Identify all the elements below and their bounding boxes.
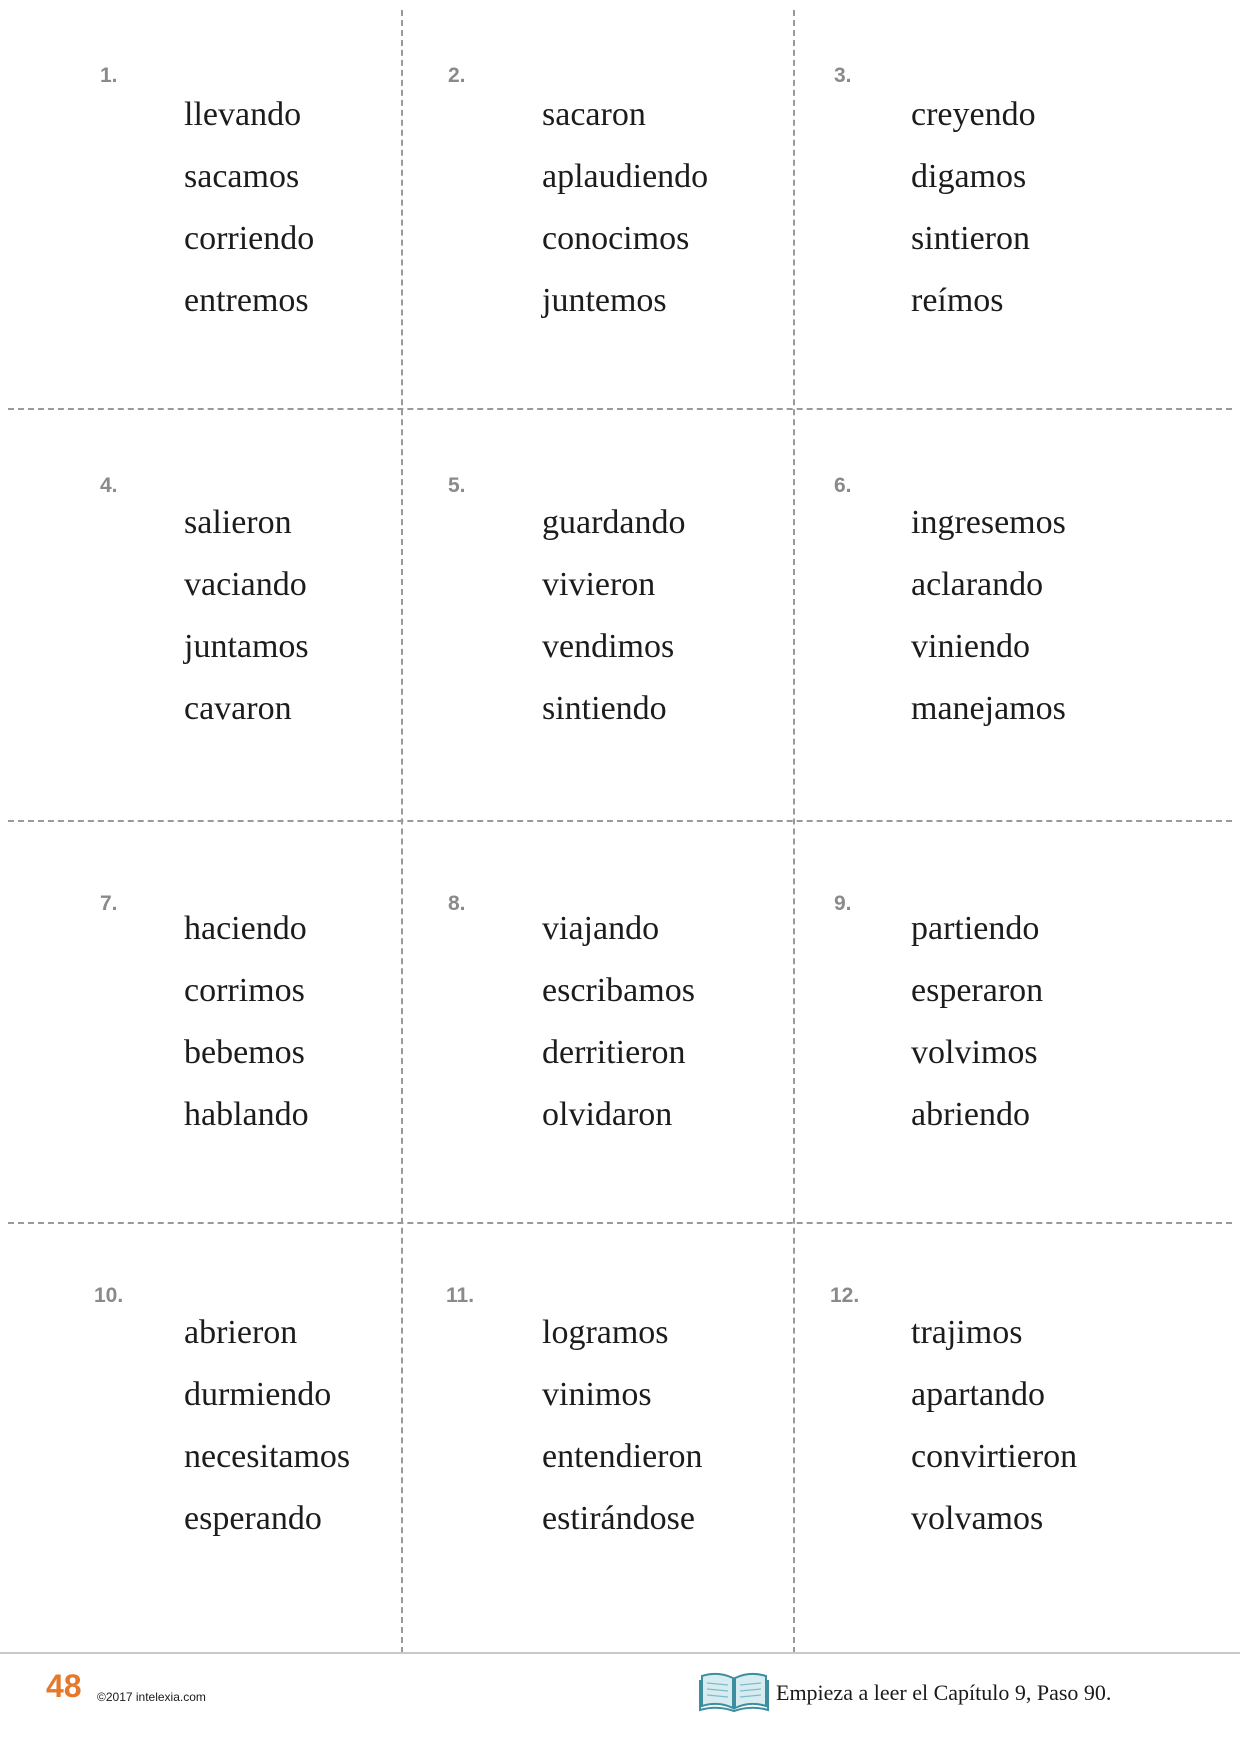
horizontal-cut-line bbox=[8, 408, 1232, 410]
word-card: 5. guardando vivieron vendimos sintiendo bbox=[402, 410, 782, 740]
word-list: trajimos apartando convirtieron volvamos bbox=[911, 1302, 1077, 1550]
word-list: abrieron durmiendo necesitamos esperando bbox=[184, 1302, 350, 1550]
word-card: 6. ingresemos aclarando viniendo manejam… bbox=[794, 410, 1174, 740]
flashcard-grid: 1. llevando sacamos corriendo entremos 2… bbox=[0, 0, 1232, 1653]
word: creyendo bbox=[911, 96, 1036, 133]
word: vinimos bbox=[542, 1376, 652, 1413]
word-list: logramos vinimos entendieron estirándose bbox=[542, 1302, 703, 1550]
word: digamos bbox=[911, 158, 1027, 195]
word: guardando bbox=[542, 504, 686, 541]
copyright-text: ©2017 intelexia.com bbox=[97, 1690, 206, 1704]
card-number: 7. bbox=[100, 892, 118, 915]
word: ingresemos bbox=[911, 504, 1066, 541]
open-book-icon bbox=[699, 1672, 769, 1712]
word-card: 1. llevando sacamos corriendo entremos bbox=[0, 0, 380, 330]
word: sacamos bbox=[184, 158, 300, 195]
word: durmiendo bbox=[184, 1376, 332, 1413]
word: escribamos bbox=[542, 972, 695, 1009]
horizontal-cut-line bbox=[8, 820, 1232, 822]
card-number: 12. bbox=[830, 1284, 860, 1307]
word: convirtieron bbox=[911, 1438, 1078, 1475]
word-card: 11. logramos vinimos entendieron estirán… bbox=[402, 1224, 782, 1554]
word: aplaudiendo bbox=[542, 158, 709, 195]
word: abriendo bbox=[911, 1096, 1030, 1133]
card-number: 3. bbox=[834, 64, 852, 87]
reading-instruction: Empieza a leer el Capítulo 9, Paso 90. bbox=[776, 1680, 1112, 1705]
word: abrieron bbox=[184, 1314, 298, 1351]
word-card: 8. viajando escribamos derritieron olvid… bbox=[402, 822, 782, 1152]
word: sintiendo bbox=[542, 690, 667, 727]
word: volvimos bbox=[911, 1034, 1038, 1071]
word: cavaron bbox=[184, 690, 292, 727]
word: reímos bbox=[911, 282, 1004, 319]
word: manejamos bbox=[911, 690, 1066, 727]
word-list: creyendo digamos sintieron reímos bbox=[911, 84, 1036, 332]
word: trajimos bbox=[911, 1314, 1023, 1351]
vertical-cut-line bbox=[793, 10, 795, 1653]
word: logramos bbox=[542, 1314, 669, 1351]
word: entendieron bbox=[542, 1438, 703, 1475]
card-number: 9. bbox=[834, 892, 852, 915]
word: viajando bbox=[542, 910, 660, 947]
word: salieron bbox=[184, 504, 292, 541]
card-number: 10. bbox=[94, 1284, 124, 1307]
word: vivieron bbox=[542, 566, 656, 603]
word: vaciando bbox=[184, 566, 307, 603]
word: hablando bbox=[184, 1096, 309, 1133]
word-list: guardando vivieron vendimos sintiendo bbox=[542, 492, 686, 740]
word: esperaron bbox=[911, 972, 1044, 1009]
footer-divider bbox=[0, 1652, 1240, 1654]
word: derritieron bbox=[542, 1034, 686, 1071]
vertical-cut-line bbox=[401, 10, 403, 1653]
word-card: 9. partiendo esperaron volvimos abriendo bbox=[794, 822, 1174, 1152]
word-list: ingresemos aclarando viniendo manejamos bbox=[911, 492, 1066, 740]
word: sintieron bbox=[911, 220, 1030, 257]
word: haciendo bbox=[184, 910, 307, 947]
word-card: 3. creyendo digamos sintieron reímos bbox=[794, 0, 1174, 330]
word: esperando bbox=[184, 1500, 322, 1537]
word: sacaron bbox=[542, 96, 646, 133]
word: entremos bbox=[184, 282, 309, 319]
word: corriendo bbox=[184, 220, 315, 257]
word: viniendo bbox=[911, 628, 1030, 665]
card-number: 6. bbox=[834, 474, 852, 497]
horizontal-cut-line bbox=[8, 1222, 1232, 1224]
word-list: haciendo corrimos bebemos hablando bbox=[184, 898, 309, 1146]
card-number: 8. bbox=[448, 892, 466, 915]
word: volvamos bbox=[911, 1500, 1044, 1537]
word-card: 2. sacaron aplaudiendo conocimos juntemo… bbox=[402, 0, 782, 330]
word: llevando bbox=[184, 96, 302, 133]
word: necesitamos bbox=[184, 1438, 351, 1475]
word-card: 7. haciendo corrimos bebemos hablando bbox=[0, 822, 380, 1152]
word: juntemos bbox=[542, 282, 667, 319]
word: conocimos bbox=[542, 220, 690, 257]
page-number: 48 bbox=[46, 1668, 82, 1704]
word: olvidaron bbox=[542, 1096, 673, 1133]
word: corrimos bbox=[184, 972, 305, 1009]
word: apartando bbox=[911, 1376, 1046, 1413]
word: partiendo bbox=[911, 910, 1040, 947]
word-list: partiendo esperaron volvimos abriendo bbox=[911, 898, 1043, 1146]
word: estirándose bbox=[542, 1500, 695, 1537]
word-card: 4. salieron vaciando juntamos cavaron bbox=[0, 410, 380, 740]
card-number: 1. bbox=[100, 64, 118, 87]
word-list: viajando escribamos derritieron olvidaro… bbox=[542, 898, 695, 1146]
word: bebemos bbox=[184, 1034, 305, 1071]
card-number: 5. bbox=[448, 474, 466, 497]
word-list: sacaron aplaudiendo conocimos juntemos bbox=[542, 84, 708, 332]
word-card: 12. trajimos apartando convirtieron volv… bbox=[794, 1224, 1174, 1554]
card-number: 11. bbox=[446, 1284, 475, 1307]
word: vendimos bbox=[542, 628, 675, 665]
word-list: salieron vaciando juntamos cavaron bbox=[184, 492, 309, 740]
word: aclarando bbox=[911, 566, 1044, 603]
word: juntamos bbox=[184, 628, 309, 665]
card-number: 4. bbox=[100, 474, 118, 497]
word-card: 10. abrieron durmiendo necesitamos esper… bbox=[0, 1224, 380, 1554]
card-number: 2. bbox=[448, 64, 466, 87]
word-list: llevando sacamos corriendo entremos bbox=[184, 84, 314, 332]
